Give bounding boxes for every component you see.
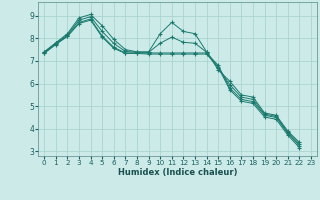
X-axis label: Humidex (Indice chaleur): Humidex (Indice chaleur): [118, 168, 237, 177]
